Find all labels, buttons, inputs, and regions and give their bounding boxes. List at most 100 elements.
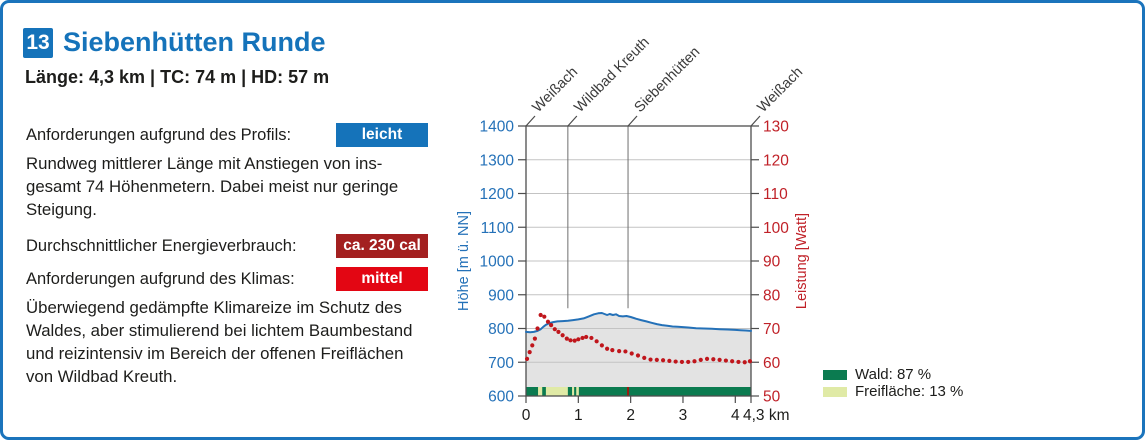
power-dot	[742, 360, 747, 365]
waypoint-tick	[567, 115, 578, 127]
power-dot	[532, 336, 537, 341]
profile-requirements-row: Anforderungen aufgrund des Profils: leic…	[26, 123, 428, 147]
power-dot	[527, 350, 532, 355]
power-dot	[610, 348, 615, 353]
x-tick-label: 2	[626, 407, 635, 424]
power-dot	[572, 338, 577, 343]
y-right-tick-label: 100	[763, 220, 789, 237]
power-dot	[538, 312, 543, 318]
power-dot	[524, 356, 530, 361]
energy-consumption-row: Durchschnittlicher Energieverbrauch: ca.…	[26, 234, 428, 258]
y-right-tick-label: 130	[763, 119, 789, 136]
y-left-axis-title: Höhe [m ü. NN]	[456, 211, 472, 311]
y-left-tick-label: 1400	[480, 119, 515, 136]
waypoint-label: Weißach	[755, 64, 807, 116]
x-tick-label: 1	[574, 407, 583, 424]
power-dot	[594, 339, 599, 344]
y-right-tick-label: 110	[763, 186, 788, 203]
waypoint-tick	[525, 115, 536, 127]
power-dot	[589, 335, 594, 341]
wald-color-swatch	[823, 369, 847, 380]
power-dot	[717, 357, 722, 362]
power-dot	[568, 338, 573, 343]
power-dot	[629, 351, 634, 356]
energy-consumption-label: Durchschnittlicher Energieverbrauch:	[26, 237, 297, 255]
power-dot	[549, 323, 554, 328]
y-right-tick-label: 80	[763, 287, 781, 304]
route-number-badge: 13	[23, 28, 53, 58]
y-left-tick-label: 600	[488, 389, 514, 406]
ground-band-freiflaeche-segment	[572, 387, 575, 396]
route-number: 13	[26, 31, 50, 54]
power-dot	[673, 359, 678, 364]
climate-requirements-row: Anforderungen aufgrund des Klimas: mitte…	[26, 267, 428, 291]
power-dot	[556, 329, 561, 334]
elevation-profile-chart: 6007008009001000110012001300140050607080…	[456, 34, 810, 424]
y-left-tick-label: 1200	[480, 186, 515, 203]
ground-band-freiflaeche-segment	[576, 387, 579, 396]
climate-requirements-label: Anforderungen aufgrund des Klimas:	[26, 270, 295, 288]
y-right-tick-label: 70	[763, 321, 781, 338]
y-right-tick-label: 60	[763, 355, 781, 372]
legend-item-freiflaeche: Freifläche: 13 %	[823, 383, 963, 400]
power-dot	[635, 353, 641, 358]
power-dot	[686, 359, 691, 365]
power-dot	[564, 336, 569, 341]
power-dot	[535, 326, 540, 331]
power-dot	[530, 343, 535, 348]
y-right-tick-label: 120	[763, 152, 789, 169]
power-dot	[580, 335, 585, 341]
elevation-line	[525, 312, 752, 334]
y-left-tick-label: 900	[488, 287, 514, 304]
y-right-tick-label: 90	[763, 254, 781, 271]
power-dot	[667, 358, 672, 363]
power-dot	[736, 359, 741, 365]
power-dot	[584, 334, 589, 340]
power-dot	[704, 356, 710, 361]
waypoint-tick	[750, 115, 761, 127]
y-left-tick-label: 700	[488, 355, 514, 372]
profile-difficulty-badge: leicht	[336, 123, 428, 147]
power-dot	[599, 343, 604, 348]
ground-band-turnaround-marker	[627, 387, 630, 396]
power-dot	[552, 327, 557, 332]
power-dot	[730, 359, 735, 364]
energy-value-badge: ca. 230 cal	[336, 234, 428, 258]
y-right-tick-label: 50	[763, 389, 781, 406]
power-dot	[545, 319, 551, 324]
y-left-tick-label: 1000	[480, 254, 515, 271]
x-tick-label: 3	[679, 407, 688, 424]
power-dot	[560, 333, 565, 338]
y-left-tick-label: 1300	[480, 152, 515, 169]
power-dot	[692, 359, 697, 364]
route-stats-line: Länge: 4,3 km | TC: 74 m | HD: 57 m	[25, 67, 330, 87]
power-dot	[542, 314, 547, 319]
y-left-tick-label: 1100	[481, 220, 515, 237]
climate-description: Überwiegend gedämpfte Klimareize im Schu…	[26, 298, 413, 386]
power-dot	[711, 357, 716, 362]
waypoint-label: Weißach	[530, 64, 582, 116]
x-end-label: 4,3 km	[743, 407, 790, 424]
power-dot	[660, 358, 666, 363]
legend-item-wald: Wald: 87 %	[823, 366, 963, 383]
y-left-tick-label: 800	[488, 321, 514, 338]
ground-band-wald	[526, 387, 751, 396]
power-dot	[642, 355, 647, 360]
chart-legend: Wald: 87 % Freifläche: 13 %	[823, 366, 963, 400]
page-title: Siebenhütten Runde	[63, 27, 326, 57]
power-dot	[576, 337, 581, 342]
y-right-axis-title: Leistung [Watt]	[794, 213, 810, 309]
profile-description: Rundweg mittlerer Länge mit Anstiegen vo…	[26, 154, 399, 219]
climate-difficulty-badge: mittel	[336, 267, 428, 291]
x-tick-label: 0	[522, 407, 531, 424]
power-dot	[648, 357, 653, 362]
power-dot	[605, 346, 610, 351]
power-dot	[723, 358, 728, 363]
power-dot	[698, 357, 703, 362]
power-dot	[679, 359, 685, 365]
wald-legend-label: Wald: 87 %	[855, 366, 932, 383]
ground-band-freiflaeche-segment	[538, 387, 543, 396]
power-dot	[747, 359, 753, 364]
freiflaeche-legend-label: Freifläche: 13 %	[855, 383, 964, 400]
